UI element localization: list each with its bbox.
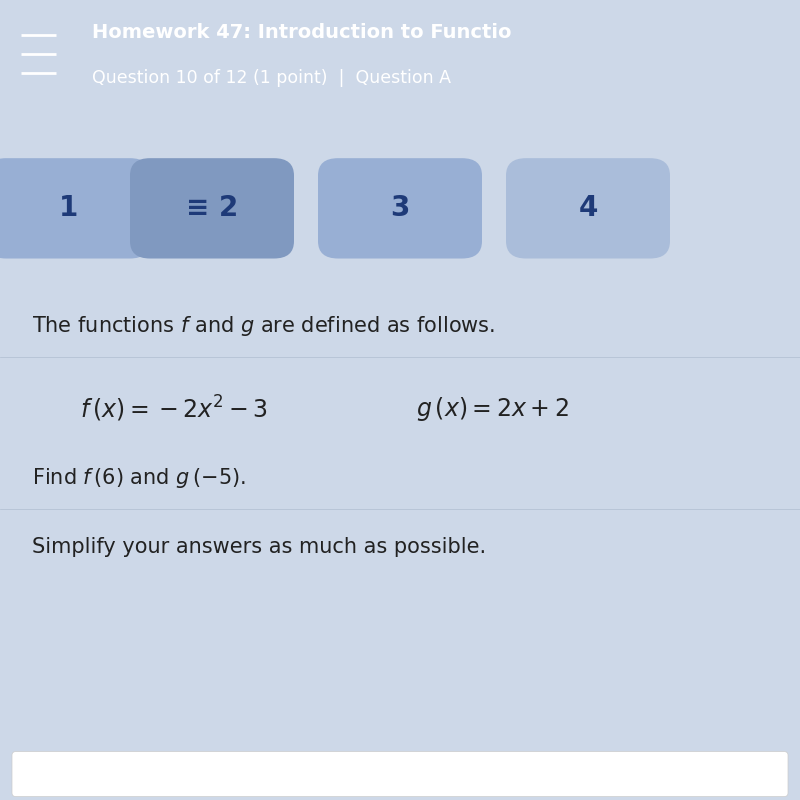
Text: Simplify your answers as much as possible.: Simplify your answers as much as possibl… (32, 538, 486, 558)
Text: 1: 1 (58, 194, 78, 222)
Text: The functions $f$ and $g$ are defined as follows.: The functions $f$ and $g$ are defined as… (32, 314, 495, 338)
Text: Homework 47: Introduction to Functio: Homework 47: Introduction to Functio (92, 23, 511, 42)
Text: ≡ 2: ≡ 2 (186, 194, 238, 222)
Text: 4: 4 (578, 194, 598, 222)
Text: 3: 3 (390, 194, 410, 222)
FancyBboxPatch shape (506, 158, 670, 258)
FancyBboxPatch shape (130, 158, 294, 258)
Text: Find $f\,(6)$ and $g\,(-5)$.: Find $f\,(6)$ and $g\,(-5)$. (32, 466, 246, 490)
Text: $g\,(x) = 2x+2$: $g\,(x) = 2x+2$ (416, 395, 569, 423)
FancyBboxPatch shape (0, 158, 150, 258)
Text: Question 10 of 12 (1 point)  |  Question A: Question 10 of 12 (1 point) | Question A (92, 69, 451, 86)
FancyBboxPatch shape (318, 158, 482, 258)
FancyBboxPatch shape (12, 751, 788, 797)
Text: $f\,(x) = -2x^2-3$: $f\,(x) = -2x^2-3$ (80, 394, 268, 424)
